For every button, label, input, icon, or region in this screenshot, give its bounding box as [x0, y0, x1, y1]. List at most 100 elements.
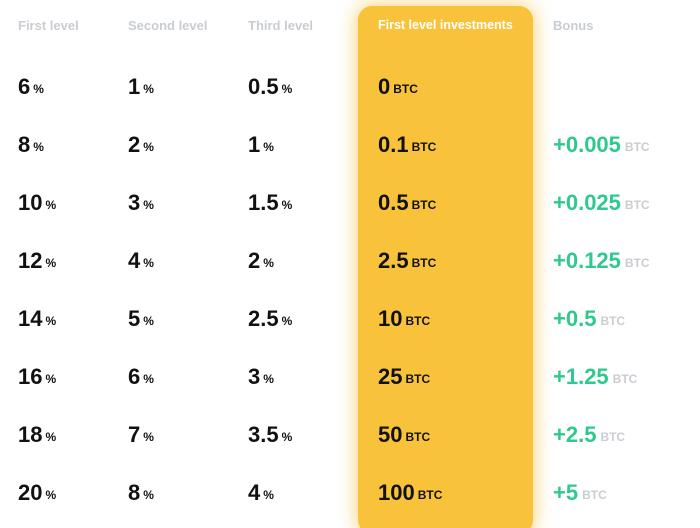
unit-btc: BTC: [418, 488, 443, 502]
table-row: +0.5 BTC: [553, 290, 688, 348]
value: 2: [248, 250, 260, 272]
table-row: 0.5BTC: [378, 174, 521, 232]
value: 6: [128, 366, 140, 388]
unit-percent: %: [143, 256, 154, 270]
unit-btc: BTC: [405, 430, 430, 444]
unit-percent: %: [45, 314, 56, 328]
value: 3: [248, 366, 260, 388]
value: 2.5: [248, 308, 279, 330]
table-row: 100BTC: [378, 464, 521, 522]
table-row: 14%: [18, 290, 128, 348]
unit-btc: BTC: [405, 314, 430, 328]
value: 8: [128, 482, 140, 504]
table-row: 6%: [18, 58, 128, 116]
value: 12: [18, 250, 42, 272]
unit-percent: %: [45, 372, 56, 386]
table-row: 2.5BTC: [378, 232, 521, 290]
table-row: +5 BTC: [553, 464, 688, 522]
bonus-value: +0.125: [553, 250, 621, 272]
header-investments: First level investments: [378, 18, 521, 58]
header-first-level: First level: [18, 18, 128, 58]
unit-percent: %: [33, 82, 44, 96]
bonus-value: +5: [553, 482, 578, 504]
value: 7: [128, 424, 140, 446]
table-row: 3.5%: [248, 406, 358, 464]
col-first-level: First level 6% 8% 10% 12% 14% 16% 18% 20…: [18, 18, 128, 528]
table-row: +1.25 BTC: [553, 348, 688, 406]
table-row: 50BTC: [378, 406, 521, 464]
referral-table: First level 6% 8% 10% 12% 14% 16% 18% 20…: [0, 0, 700, 528]
unit-percent: %: [45, 488, 56, 502]
unit-btc: BTC: [600, 430, 625, 444]
unit-btc: BTC: [625, 256, 650, 270]
value: 8: [18, 134, 30, 156]
unit-percent: %: [143, 82, 154, 96]
unit-percent: %: [263, 372, 274, 386]
header-second-level: Second level: [128, 18, 248, 58]
table-row: +0.005 BTC: [553, 116, 688, 174]
value: 6: [18, 76, 30, 98]
unit-btc: BTC: [412, 198, 437, 212]
bonus-value: +2.5: [553, 424, 596, 446]
table-row: 10%: [18, 174, 128, 232]
unit-percent: %: [143, 430, 154, 444]
value: 20: [18, 482, 42, 504]
unit-percent: %: [33, 140, 44, 154]
bonus-value: +0.005: [553, 134, 621, 156]
bonus-value: +0.5: [553, 308, 596, 330]
unit-percent: %: [282, 430, 293, 444]
value: 14: [18, 308, 42, 330]
value: 0: [378, 76, 390, 98]
table-row: 4%: [248, 464, 358, 522]
unit-percent: %: [45, 198, 56, 212]
value: 100: [378, 482, 415, 504]
value: 2: [128, 134, 140, 156]
unit-btc: BTC: [600, 314, 625, 328]
value: 4: [128, 250, 140, 272]
value: 1: [248, 134, 260, 156]
bonus-value: +1.25: [553, 366, 609, 388]
unit-btc: BTC: [625, 198, 650, 212]
value: 10: [378, 308, 402, 330]
value: 5: [128, 308, 140, 330]
unit-percent: %: [282, 82, 293, 96]
unit-percent: %: [263, 256, 274, 270]
col-second-level: Second level 1% 2% 3% 4% 5% 6% 7% 8%: [128, 18, 248, 528]
value: 10: [18, 192, 42, 214]
unit-btc: BTC: [582, 488, 607, 502]
unit-btc: BTC: [613, 372, 638, 386]
table-row: 4%: [128, 232, 248, 290]
table-row: 7%: [128, 406, 248, 464]
value: 2.5: [378, 250, 409, 272]
value: 0.1: [378, 134, 409, 156]
bonus-value: +0.025: [553, 192, 621, 214]
table-row: 2%: [248, 232, 358, 290]
value: 1.5: [248, 192, 279, 214]
col-third-level: Third level 0.5% 1% 1.5% 2% 2.5% 3% 3.5%…: [248, 18, 358, 528]
table-row: 3%: [248, 348, 358, 406]
value: 3.5: [248, 424, 279, 446]
unit-percent: %: [143, 198, 154, 212]
value: 0.5: [248, 76, 279, 98]
table-row: 1%: [248, 116, 358, 174]
table-row: +0.025 BTC: [553, 174, 688, 232]
table-row: 2.5%: [248, 290, 358, 348]
table-row: 20%: [18, 464, 128, 522]
table-row: 12%: [18, 232, 128, 290]
header-third-level: Third level: [248, 18, 358, 58]
value: 18: [18, 424, 42, 446]
col-bonus: Bonus +0.005BTC +0.025BTC +0.125BTC +0.5…: [533, 18, 688, 528]
table-row: 8%: [18, 116, 128, 174]
unit-percent: %: [282, 314, 293, 328]
table-row: 25BTC: [378, 348, 521, 406]
unit-percent: %: [143, 372, 154, 386]
table-row: 2%: [128, 116, 248, 174]
value: 1: [128, 76, 140, 98]
unit-percent: %: [143, 140, 154, 154]
col-investments-highlight: First level investments 0BTC 0.1BTC 0.5B…: [358, 6, 533, 528]
unit-percent: %: [263, 488, 274, 502]
table-row: 5%: [128, 290, 248, 348]
table-row: 10BTC: [378, 290, 521, 348]
value: 0.5: [378, 192, 409, 214]
unit-btc: BTC: [625, 140, 650, 154]
